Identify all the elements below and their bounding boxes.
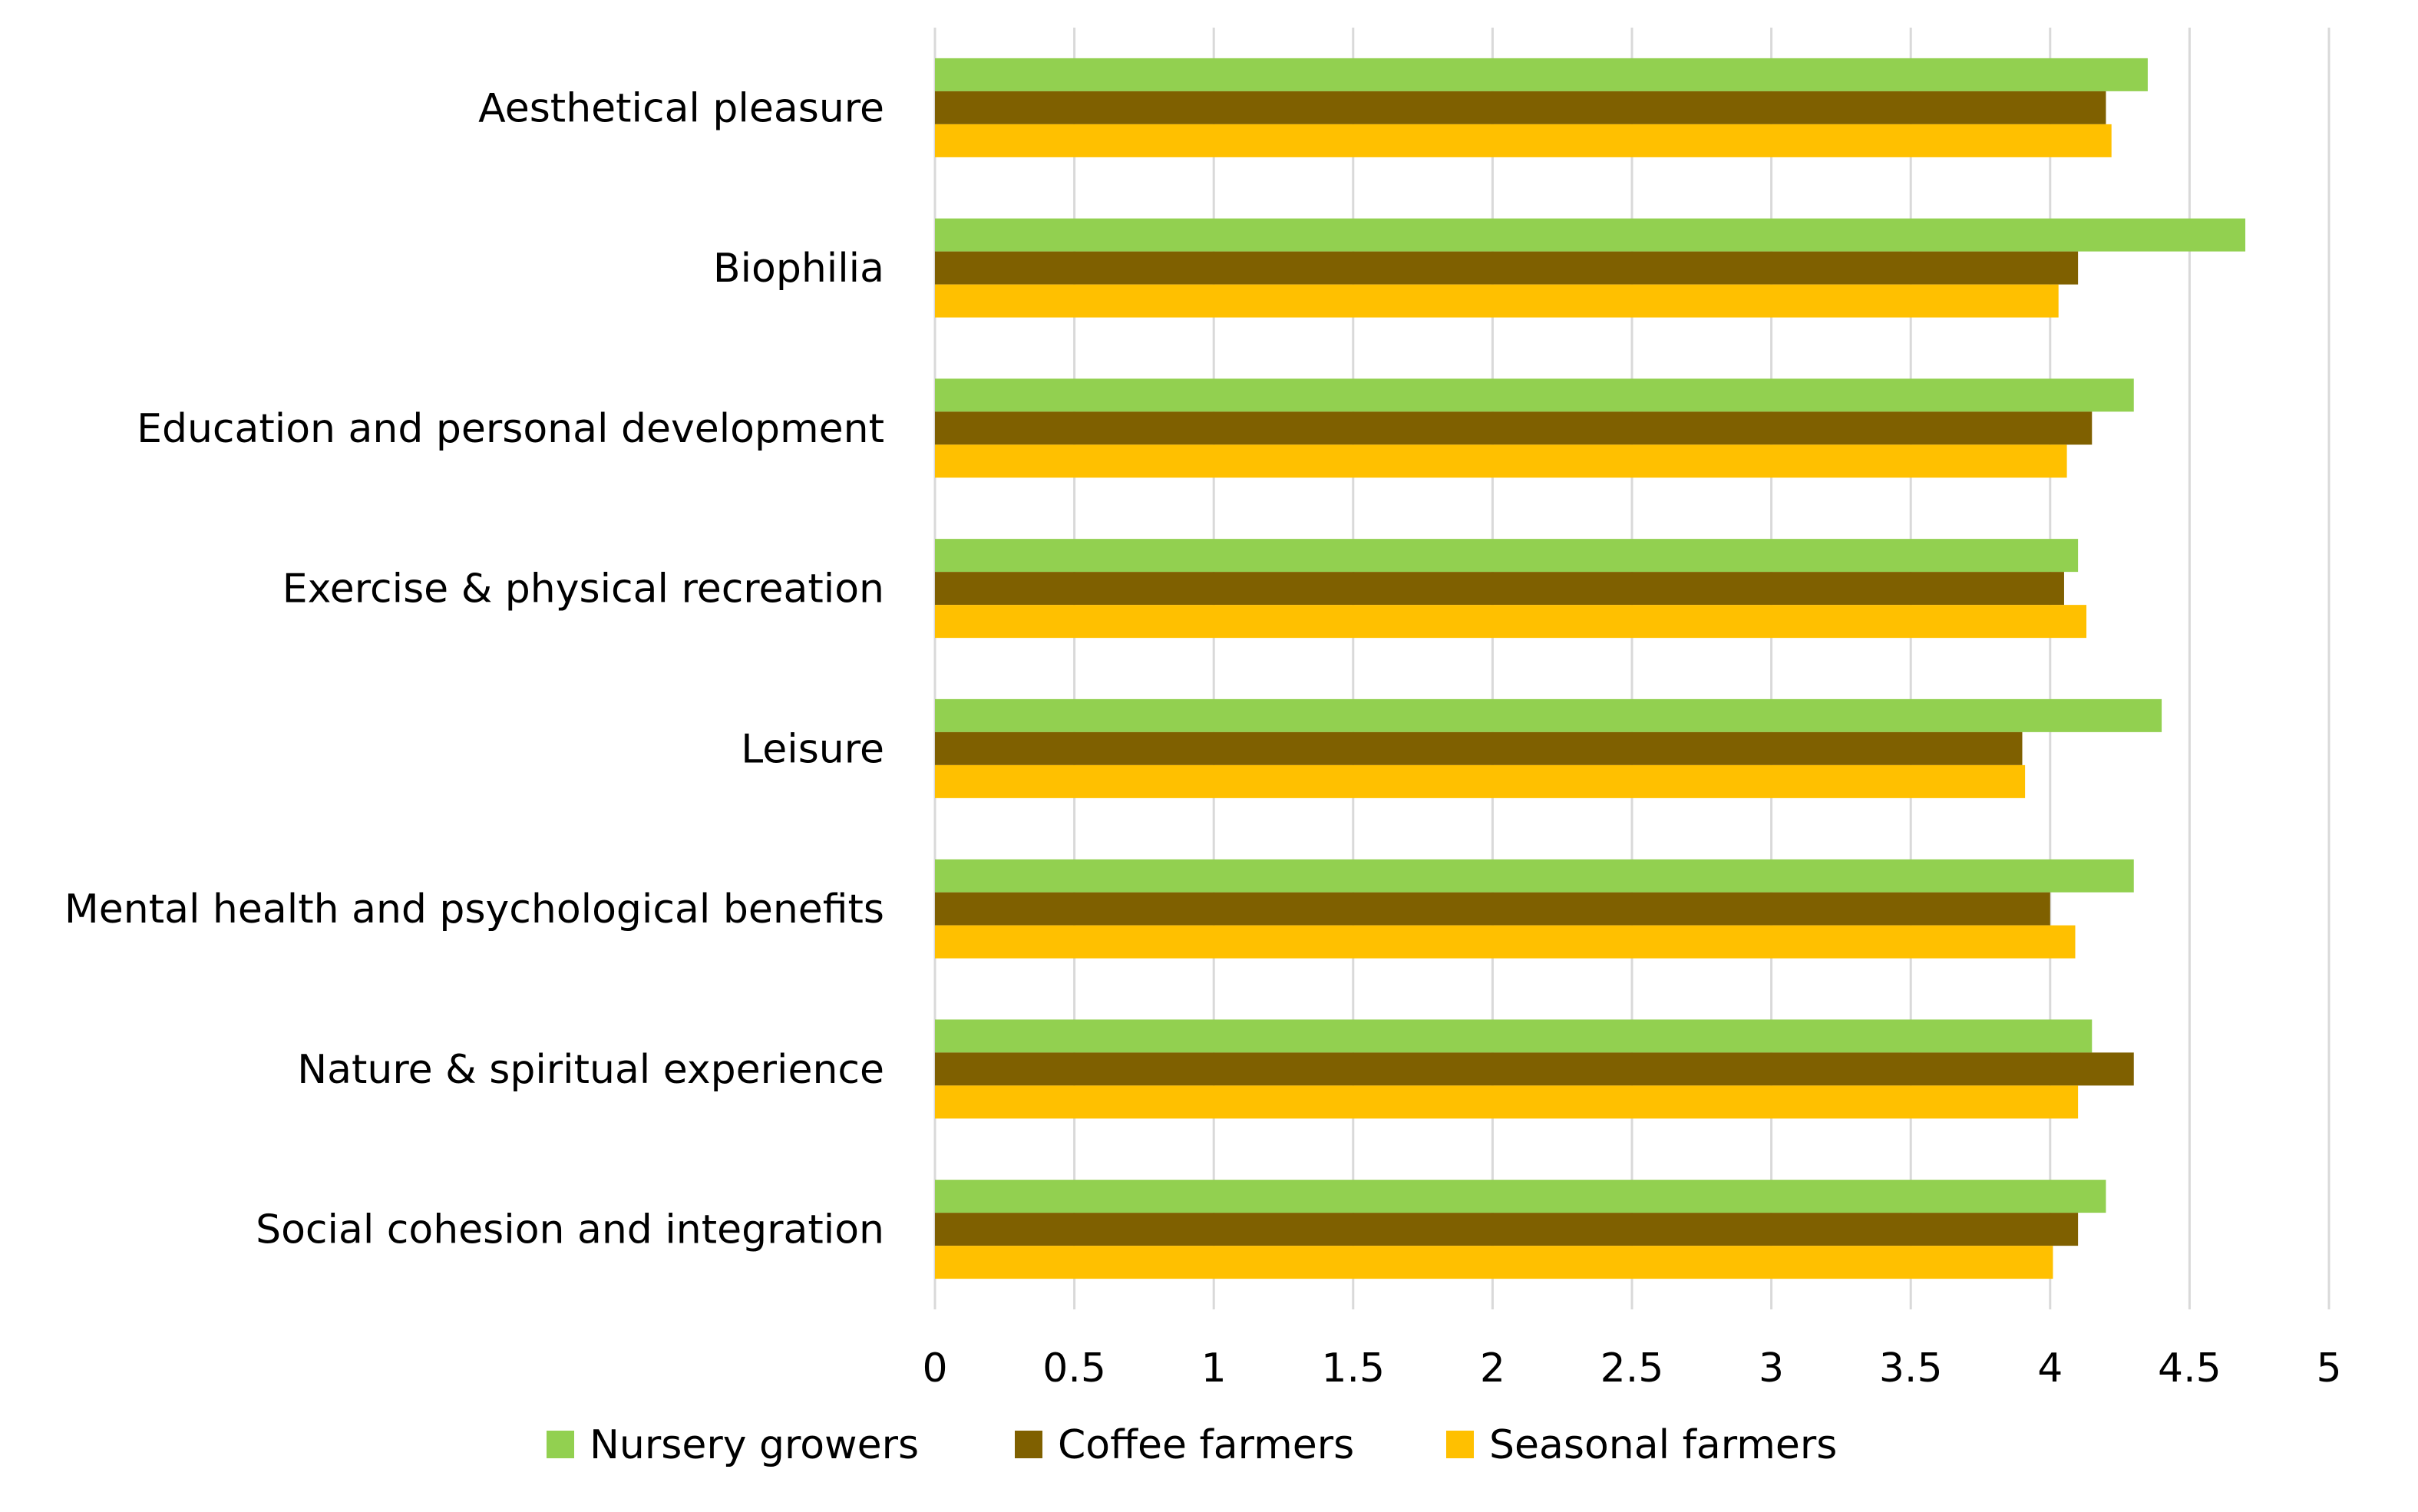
legend-label: Nursery growers	[590, 1422, 919, 1468]
bar-seasonal-farmers	[935, 124, 2112, 157]
category-labels: Aesthetical pleasure Biophilia Education a…	[64, 85, 884, 1253]
category-label: Mental health and psychological benefits	[64, 886, 884, 933]
bar-nursery-growers	[935, 218, 2246, 252]
bar-seasonal-farmers	[935, 284, 2059, 318]
x-tick-label: 1	[1201, 1345, 1227, 1392]
bar-coffee-farmers	[935, 572, 2064, 606]
bar-nursery-growers	[935, 698, 2162, 732]
legend: Nursery growers Coffee farmers Seasonal fa…	[547, 1422, 1837, 1468]
bar-seasonal-farmers	[935, 444, 2067, 478]
bar-coffee-farmers	[935, 892, 2050, 926]
bar-nursery-growers	[935, 539, 2079, 573]
legend-label: Coffee farmers	[1058, 1422, 1354, 1468]
legend-swatch	[547, 1431, 574, 1458]
legend-swatch	[1015, 1431, 1042, 1458]
bars	[935, 58, 2246, 1279]
bar-coffee-farmers	[935, 411, 2093, 445]
x-tick-label: 4	[2037, 1345, 2063, 1392]
x-tick-label: 3.5	[1879, 1345, 1943, 1392]
category-label: Education and personal development	[137, 406, 884, 452]
bar-seasonal-farmers	[935, 1085, 2079, 1119]
bar-coffee-farmers	[935, 251, 2079, 285]
bar-seasonal-farmers	[935, 925, 2076, 959]
bar-nursery-growers	[935, 1180, 2106, 1213]
category-label: Exercise & physical recreation	[282, 566, 884, 612]
bar-coffee-farmers	[935, 1052, 2134, 1086]
bar-nursery-growers	[935, 378, 2134, 412]
x-tick-label: 3	[1759, 1345, 1784, 1392]
legend-swatch	[1446, 1431, 1474, 1458]
category-label: Biophilia	[713, 246, 884, 292]
category-label: Aesthetical pleasure	[478, 85, 884, 131]
x-tick-label: 0	[922, 1345, 947, 1392]
bar-nursery-growers	[935, 859, 2134, 893]
x-tick-label: 4.5	[2158, 1345, 2221, 1392]
category-label: Nature & spiritual experience	[297, 1047, 884, 1093]
bar-nursery-growers	[935, 58, 2148, 91]
x-tick-label: 0.5	[1042, 1345, 1106, 1392]
bar-seasonal-farmers	[935, 1246, 2053, 1279]
category-label: Social cohesion and integration	[256, 1207, 884, 1253]
x-tick-label: 1.5	[1321, 1345, 1385, 1392]
bar-nursery-growers	[935, 1019, 2093, 1053]
x-tick-label: 5	[2316, 1345, 2341, 1392]
x-axis: 0 0.5 1 1.5 2 2.5 3 3.5 4 4.5 5	[922, 1345, 2341, 1392]
bar-coffee-farmers	[935, 91, 2106, 124]
bar-coffee-farmers	[935, 1213, 2079, 1246]
bar-seasonal-farmers	[935, 764, 2026, 798]
bar-coffee-farmers	[935, 731, 2023, 765]
bar-seasonal-farmers	[935, 605, 2087, 639]
x-tick-label: 2.5	[1600, 1345, 1664, 1392]
category-label: Leisure	[741, 726, 884, 772]
legend-label: Seasonal farmers	[1489, 1422, 1837, 1468]
x-tick-label: 2	[1480, 1345, 1505, 1392]
